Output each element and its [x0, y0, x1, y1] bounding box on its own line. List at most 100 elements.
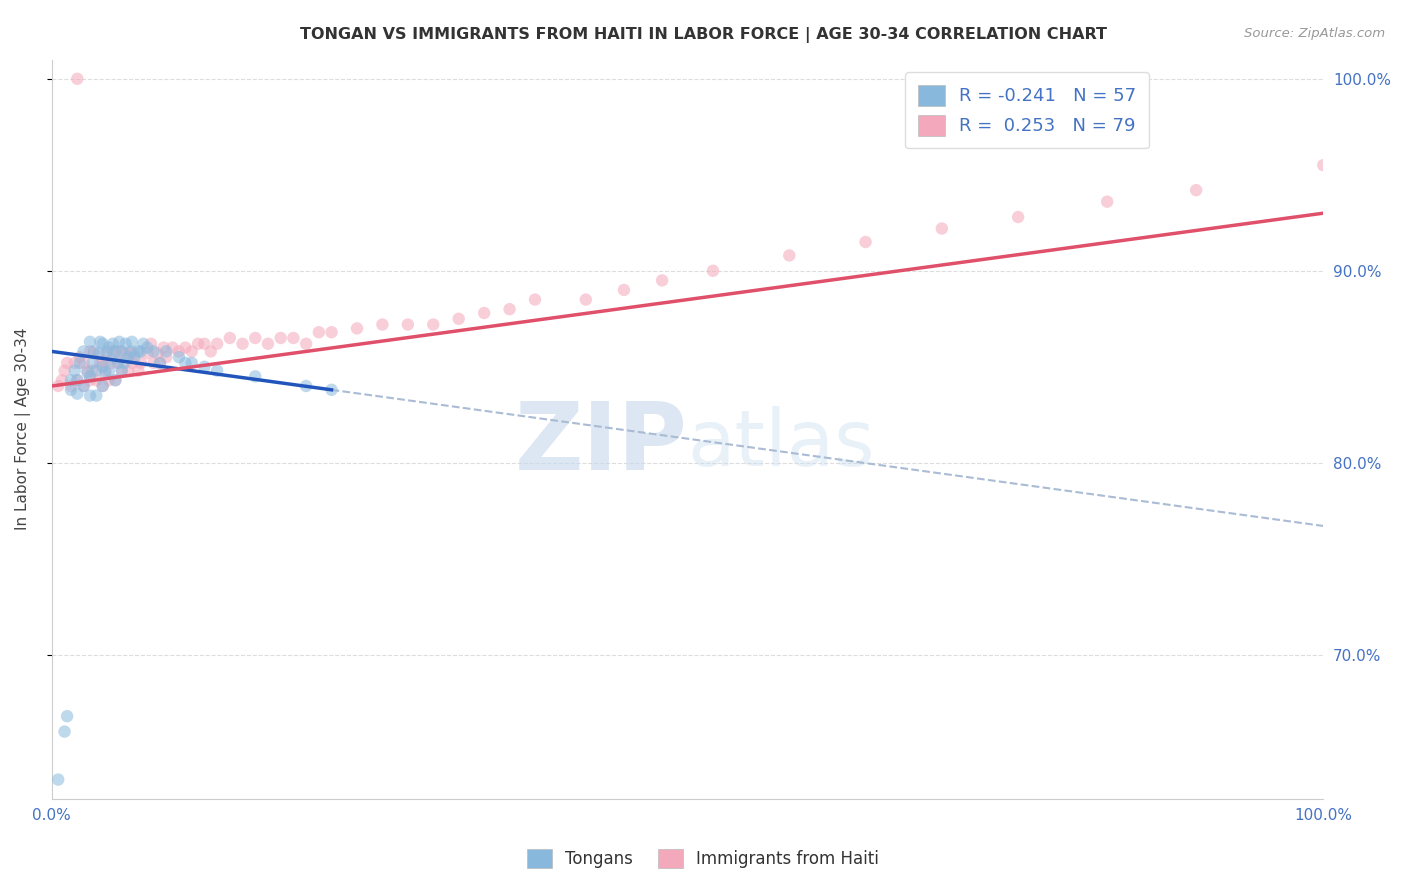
Point [91, 359, 114, 374]
Point [283, 331, 305, 345]
Point [112, 356, 135, 370]
Point [1007, 210, 1029, 224]
Point [124, 350, 146, 364]
Point [59, 373, 82, 387]
Point [180, 356, 202, 370]
Point [72, 344, 94, 359]
Point [76, 366, 98, 380]
Point [346, 321, 368, 335]
Point [129, 356, 152, 370]
Point [855, 235, 877, 249]
Point [472, 306, 495, 320]
Point [66, 71, 89, 86]
Point [321, 325, 343, 339]
Point [107, 356, 129, 370]
Point [96, 344, 118, 359]
Point [56, 709, 79, 723]
Point [142, 356, 165, 370]
Legend: Tongans, Immigrants from Haiti: Tongans, Immigrants from Haiti [520, 842, 886, 875]
Point [245, 369, 267, 384]
Point [136, 346, 159, 360]
Point [180, 344, 202, 359]
Point [53, 724, 76, 739]
Point [613, 283, 636, 297]
Point [91, 379, 114, 393]
Point [66, 373, 89, 387]
Point [101, 336, 124, 351]
Point [1095, 194, 1118, 209]
Point [193, 359, 215, 374]
Point [72, 379, 94, 393]
Point [79, 334, 101, 349]
Point [1185, 183, 1208, 197]
Point [149, 356, 172, 370]
Text: ZIP: ZIP [515, 398, 688, 490]
Point [422, 318, 444, 332]
Point [127, 363, 149, 377]
Point [79, 369, 101, 384]
Point [111, 363, 134, 377]
Point [129, 344, 152, 359]
Point [1312, 158, 1334, 172]
Point [69, 356, 91, 370]
Point [121, 334, 143, 349]
Point [86, 363, 108, 377]
Point [111, 363, 134, 377]
Point [193, 336, 215, 351]
Point [63, 356, 86, 370]
Text: atlas: atlas [688, 406, 875, 482]
Point [108, 334, 131, 349]
Point [575, 293, 598, 307]
Point [117, 363, 139, 377]
Point [72, 379, 94, 393]
Point [117, 350, 139, 364]
Point [371, 318, 394, 332]
Point [257, 336, 280, 351]
Point [167, 350, 190, 364]
Point [232, 336, 254, 351]
Point [104, 373, 127, 387]
Point [69, 350, 91, 364]
Point [124, 346, 146, 360]
Point [89, 334, 111, 349]
Text: TONGAN VS IMMIGRANTS FROM HAITI IN LABOR FORCE | AGE 30-34 CORRELATION CHART: TONGAN VS IMMIGRANTS FROM HAITI IN LABOR… [299, 27, 1107, 43]
Point [79, 373, 101, 387]
Point [205, 363, 228, 377]
Point [94, 366, 117, 380]
Point [142, 344, 165, 359]
Y-axis label: In Labor Force | Age 30-34: In Labor Force | Age 30-34 [15, 328, 31, 531]
Point [104, 344, 127, 359]
Point [46, 772, 69, 787]
Point [104, 373, 127, 387]
Point [91, 336, 114, 351]
Point [396, 318, 419, 332]
Point [89, 356, 111, 370]
Point [98, 373, 121, 387]
Point [79, 344, 101, 359]
Point [96, 346, 118, 360]
Point [83, 346, 105, 360]
Text: Source: ZipAtlas.com: Source: ZipAtlas.com [1244, 27, 1385, 40]
Point [53, 363, 76, 377]
Point [146, 346, 169, 360]
Point [447, 311, 470, 326]
Point [308, 325, 330, 339]
Point [108, 344, 131, 359]
Point [162, 341, 184, 355]
Point [187, 336, 209, 351]
Point [121, 356, 143, 370]
Legend: R = -0.241   N = 57, R =  0.253   N = 79: R = -0.241 N = 57, R = 0.253 N = 79 [905, 72, 1149, 148]
Point [132, 336, 155, 351]
Point [86, 388, 108, 402]
Point [111, 344, 134, 359]
Point [98, 341, 121, 355]
Point [63, 363, 86, 377]
Point [56, 356, 79, 370]
Point [136, 341, 159, 355]
Point [91, 379, 114, 393]
Point [155, 350, 177, 364]
Point [72, 356, 94, 370]
Point [218, 331, 240, 345]
Point [66, 386, 89, 401]
Point [702, 264, 724, 278]
